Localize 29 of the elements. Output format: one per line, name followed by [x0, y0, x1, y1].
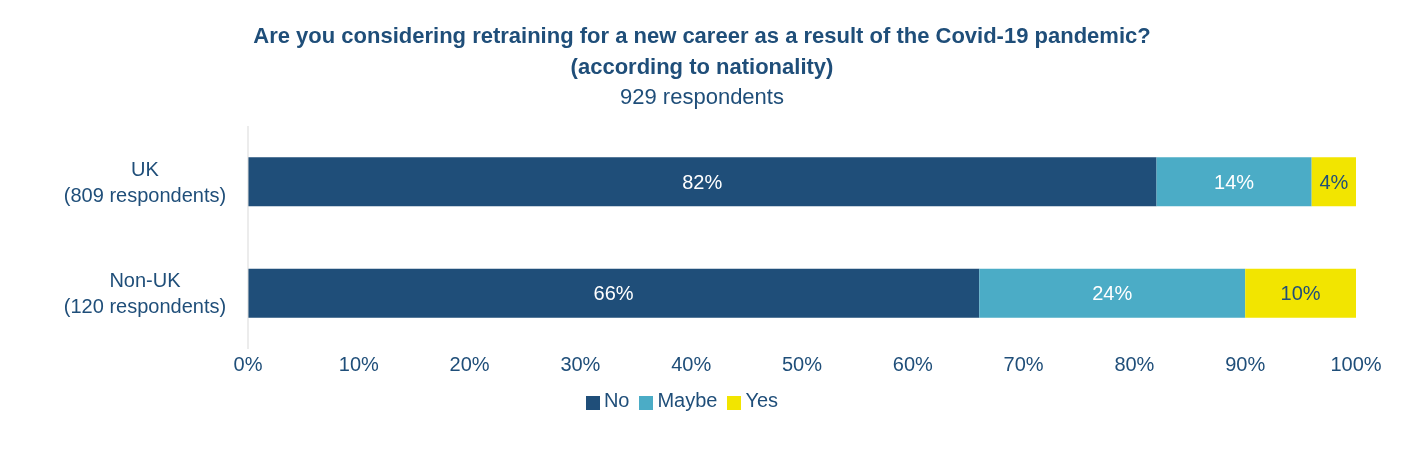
legend-label: Maybe — [657, 389, 718, 411]
data-label: 14% — [1214, 170, 1255, 193]
y-tick-label: Non-UK (120 respondents) — [63, 269, 227, 318]
data-label: 4% — [1319, 170, 1349, 193]
data-label: 24% — [1092, 282, 1133, 305]
x-tick-label: 0% — [233, 353, 263, 376]
legend-label: No — [603, 389, 630, 411]
data-label: 66% — [593, 282, 634, 305]
chart-title: Are you considering retraining for a new career as a result of the Covid-19 pandemic? (according to nationality) — [252, 22, 1152, 81]
x-tick-label: 10% — [338, 353, 380, 376]
bar — [1245, 268, 1356, 318]
data-label: 82% — [682, 170, 723, 193]
x-tick-label: 30% — [560, 353, 601, 376]
x-tick-label: 70% — [1003, 353, 1044, 376]
data-label: 10% — [1280, 282, 1321, 305]
x-tick-label: 50% — [781, 353, 823, 376]
bar — [979, 268, 1246, 318]
bar — [1156, 157, 1312, 207]
x-tick-label: 60% — [892, 353, 934, 376]
x-tick-label: 100% — [1330, 353, 1382, 376]
x-tick-label: 40% — [671, 353, 712, 376]
x-tick-label: 90% — [1225, 353, 1266, 376]
y-tick-label: UK (809 respondents) — [63, 157, 227, 206]
x-tick-label: 80% — [1114, 353, 1155, 376]
chart-subtitle: 929 respondents — [619, 83, 785, 111]
legend-label: Yes — [745, 389, 779, 411]
bar — [248, 157, 1157, 207]
x-tick-label: 20% — [449, 353, 490, 376]
bar — [248, 268, 980, 318]
